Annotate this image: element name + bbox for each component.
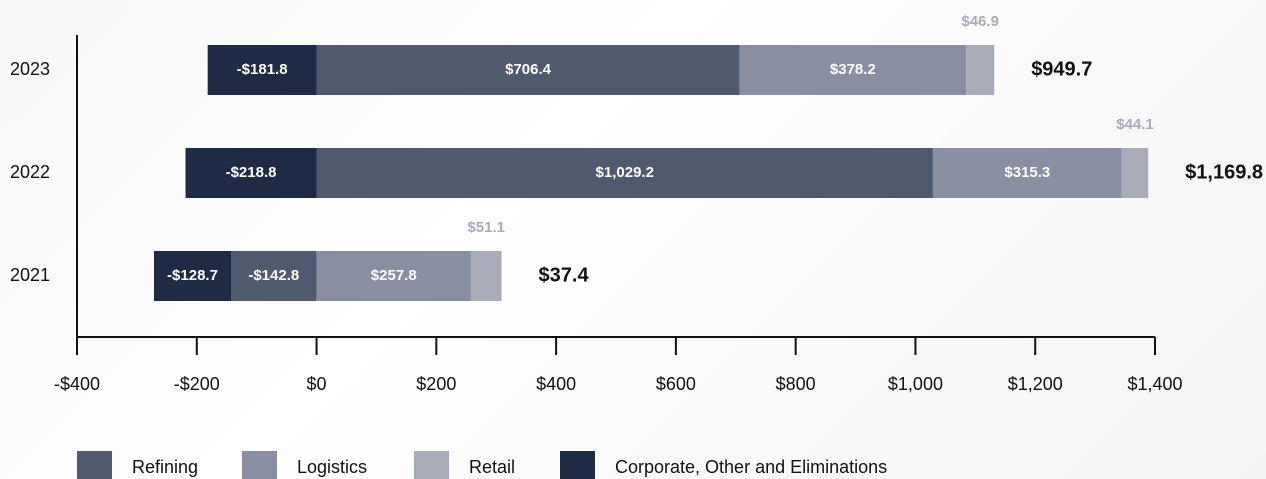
data-label: $1,029.2 — [596, 164, 654, 181]
bar-segment — [316, 148, 933, 198]
legend-swatch — [77, 451, 112, 479]
x-tick-label: $1,200 — [1008, 374, 1063, 394]
x-tick-label: $200 — [416, 374, 456, 394]
legend-swatch — [414, 451, 449, 479]
x-tick-label: $800 — [776, 374, 816, 394]
legend-label: Corporate, Other and Eliminations — [615, 457, 887, 477]
bar-segment — [966, 45, 995, 95]
data-label: $51.1 — [467, 219, 505, 236]
legend-swatch — [560, 451, 595, 479]
data-label: -$218.8 — [226, 164, 277, 181]
x-tick-label: $400 — [536, 374, 576, 394]
data-label: $257.8 — [371, 267, 417, 284]
bar-segment — [153, 251, 232, 301]
total-label: $37.4 — [539, 264, 590, 286]
legend-label: Refining — [132, 457, 198, 477]
bar-segment — [185, 148, 317, 198]
bar-segment — [739, 45, 967, 95]
y-tick-label: 2022 — [10, 162, 50, 182]
bar-segment — [316, 45, 740, 95]
bar-segment — [316, 251, 471, 301]
bar-segment — [932, 148, 1122, 198]
data-label: $378.2 — [830, 61, 876, 78]
bar-segment — [231, 251, 317, 301]
x-tick-label: $0 — [307, 374, 327, 394]
data-label: $44.1 — [1116, 116, 1154, 133]
x-tick-label: $1,400 — [1127, 374, 1182, 394]
data-label: -$142.8 — [248, 267, 299, 284]
x-tick-label: $1,000 — [888, 374, 943, 394]
total-label: $949.7 — [1031, 58, 1092, 80]
total-label: $1,169.8 — [1185, 161, 1263, 183]
legend-label: Retail — [469, 457, 515, 477]
legend-label: Logistics — [297, 457, 367, 477]
data-label: $46.9 — [961, 13, 999, 30]
x-tick-label: -$400 — [54, 374, 100, 394]
x-tick-label: $600 — [656, 374, 696, 394]
y-tick-label: 2021 — [10, 265, 50, 285]
y-tick-label: 2023 — [10, 59, 50, 79]
legend-swatch — [242, 451, 277, 479]
bar-segment — [207, 45, 317, 95]
data-label: $315.3 — [1004, 164, 1050, 181]
bar-segment — [1121, 148, 1149, 198]
data-label: -$128.7 — [167, 267, 218, 284]
x-tick-label: -$200 — [174, 374, 220, 394]
bar-segment — [470, 251, 502, 301]
data-label: -$181.8 — [237, 61, 288, 78]
data-label: $706.4 — [505, 61, 552, 78]
